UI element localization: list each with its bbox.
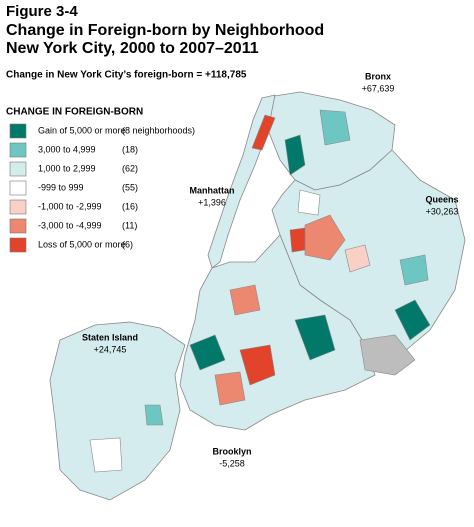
neighborhood [294, 314, 336, 361]
neighborhood [89, 437, 123, 473]
legend-count: (6) [122, 239, 133, 249]
legend-swatch [9, 123, 27, 139]
neighborhood [344, 244, 371, 273]
legend-label: 1,000 to 2,999 [38, 163, 96, 173]
legend-swatch [9, 142, 27, 158]
legend-swatch [9, 218, 27, 234]
borough-change: +67,639 [362, 83, 395, 93]
neighborhood [189, 334, 226, 371]
neighborhood [289, 227, 306, 253]
neighborhood [214, 371, 246, 406]
legend-label: 3,000 to 4,999 [38, 144, 96, 154]
legend-label: Loss of 5,000 or more [38, 239, 126, 249]
legend-count: (11) [122, 220, 137, 230]
neighborhood [297, 189, 321, 216]
neighborhood [394, 299, 431, 341]
legend-count: (8 neighborhoods) [122, 125, 195, 135]
legend: Gain of 5,000 or more(8 neighborhoods) 3,… [9, 123, 195, 253]
legend-swatch [9, 180, 27, 196]
title-line: Change in Foreign-born by Neighborhood [6, 22, 324, 39]
borough-name: Queens [425, 194, 458, 204]
title-line: New York City, 2000 to 2007–2011 [6, 40, 259, 57]
borough-name: Bronx [365, 71, 391, 81]
borough-change: +24,745 [94, 344, 127, 354]
legend-count: (55) [122, 182, 138, 192]
legend-swatch [9, 199, 27, 215]
borough-change: -5,258 [219, 458, 245, 468]
neighborhood [284, 134, 306, 176]
legend-swatch [9, 237, 27, 253]
neighborhood [229, 284, 261, 316]
neighborhood [399, 254, 429, 286]
summary: Change in New York City’s foreign-born =… [6, 70, 247, 81]
legend-count: (62) [122, 163, 138, 173]
legend-swatch [9, 161, 27, 177]
neighborhood [144, 404, 164, 426]
legend-label: Gain of 5,000 or more [38, 125, 126, 135]
figure-number: Figure 3-4 [6, 3, 78, 20]
legend-label: -999 to 999 [38, 182, 84, 192]
legend-title: CHANGE IN FOREIGN-BORN [6, 107, 143, 118]
map [49, 91, 466, 501]
borough-labels: Bronx +67,639 Manhattan +1,396 Queens +3… [82, 71, 459, 468]
neighborhood [251, 114, 276, 151]
staten-island-shape [49, 321, 186, 501]
legend-count: (16) [122, 201, 138, 211]
neighborhood [319, 109, 351, 146]
airport [359, 334, 416, 376]
neighborhood [239, 344, 276, 386]
borough-name: Brooklyn [212, 446, 251, 456]
legend-label: -1,000 to -2,999 [38, 201, 102, 211]
borough-change: +1,396 [198, 197, 226, 207]
borough-name: Staten Island [82, 332, 138, 342]
borough-name: Manhattan [190, 185, 235, 195]
borough-change: +30,263 [426, 206, 459, 216]
legend-label: -3,000 to -4,999 [38, 220, 102, 230]
legend-count: (18) [122, 144, 138, 154]
